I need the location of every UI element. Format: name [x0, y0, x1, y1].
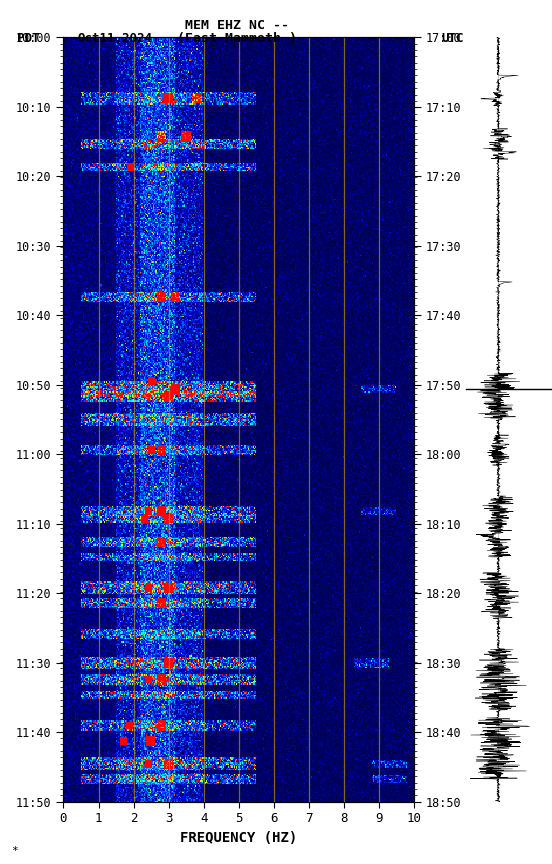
- Text: (East Mammoth ): (East Mammoth ): [177, 32, 298, 45]
- Text: *: *: [11, 846, 18, 855]
- Text: MEM EHZ NC --: MEM EHZ NC --: [185, 19, 289, 32]
- Text: PDT: PDT: [17, 32, 39, 45]
- Text: UTC: UTC: [442, 32, 464, 45]
- X-axis label: FREQUENCY (HZ): FREQUENCY (HZ): [180, 831, 298, 845]
- Text: Oct11,2024: Oct11,2024: [77, 32, 152, 45]
